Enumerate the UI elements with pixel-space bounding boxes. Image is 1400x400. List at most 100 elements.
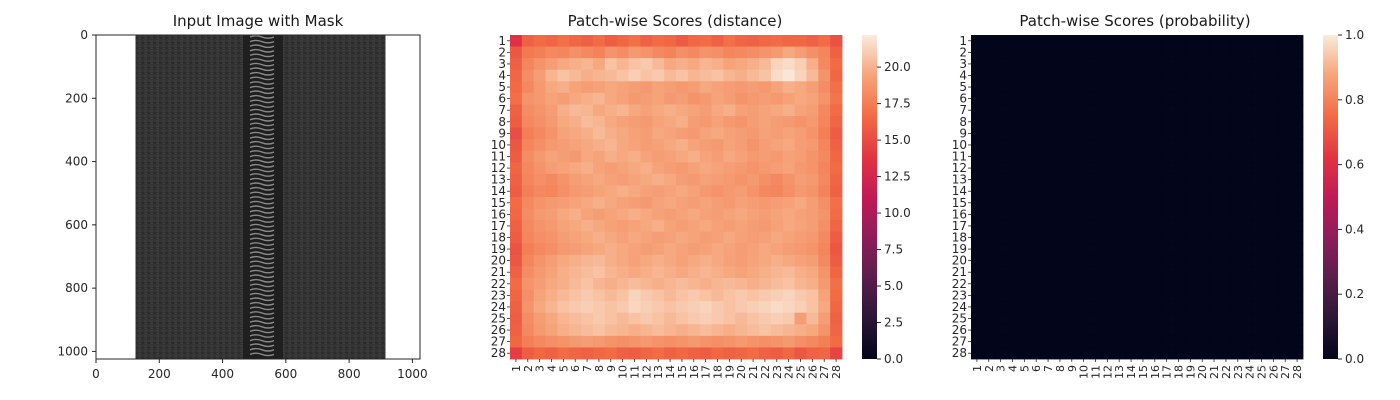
heatmap-cell [818,312,831,325]
heatmap-cell [640,278,653,290]
heatmap-cell [723,104,736,117]
heatmap-cell [1137,208,1150,221]
col-label: 17 [700,365,713,379]
heatmap-cell [794,335,807,348]
heatmap-cell [1030,35,1043,47]
heatmap-cell [1160,139,1173,152]
heatmap-cell [616,35,629,47]
heatmap-cell [652,220,665,233]
heatmap-cell [1243,116,1256,128]
heatmap-cell [1030,46,1043,59]
heatmap-cell [1231,220,1245,233]
heatmap-cell [699,104,712,117]
heatmap-cell [1160,116,1173,128]
heatmap-cell [1042,162,1055,175]
heatmap-cell [982,220,996,233]
heatmap-cell [521,197,535,209]
heatmap-cell [971,162,984,175]
heatmap-cell [1006,58,1019,71]
heatmap-cell [1054,162,1067,175]
heatmap-cell [759,58,772,71]
heatmap-cell [1279,197,1292,209]
heatmap-cell [806,92,819,105]
heatmap-cell [616,162,629,175]
heatmap-cell [782,162,795,175]
heatmap-cell [982,104,996,117]
heatmap-cell [971,266,984,279]
heatmap-cell [1113,266,1126,279]
heatmap-cell [1006,185,1019,198]
heatmap-cell [1279,254,1292,267]
heatmap-cell [545,150,558,163]
heatmap-cell [735,127,748,140]
heatmap-cell [616,150,629,163]
heatmap-cell [640,197,653,209]
heatmap-cell [533,92,546,105]
heatmap-cell [806,150,819,163]
heatmap-cell [747,231,760,244]
heatmap-cell [971,69,984,82]
heatmap-cell [1042,301,1055,314]
heatmap-cell [1030,127,1043,140]
heatmap-cell [770,324,784,337]
heatmap-cell [806,335,819,348]
col-label: 8 [1054,365,1067,372]
heatmap-cell [1101,301,1114,314]
heatmap-cell [747,162,760,175]
heatmap-cell [1208,139,1221,152]
row-label: 20 [491,254,506,268]
heatmap-cell [747,347,760,360]
heatmap-cell [1077,69,1090,82]
probability-colorbar [1323,35,1338,359]
heatmap-cell [1208,127,1221,140]
heatmap-cell [676,197,689,209]
heatmap-cell [557,243,570,256]
heatmap-cell [1125,58,1138,71]
heatmap-cell [723,208,736,221]
heatmap-cell [830,69,843,82]
heatmap-cell [1291,301,1304,314]
heatmap-cell [1101,243,1114,256]
heatmap-cell [830,220,843,233]
heatmap-cell [806,324,819,337]
heatmap-cell [1231,347,1245,360]
heatmap-cell [1101,289,1114,302]
heatmap-cell [1125,173,1138,186]
heatmap-cell [782,278,795,290]
col-label: 10 [617,365,630,379]
heatmap-cell [1279,347,1292,360]
heatmap-cell [830,173,843,186]
zipper-tooth [249,219,275,223]
heatmap-cell [994,220,1007,233]
heatmap-cell [994,335,1007,348]
heatmap-cell [1018,104,1031,117]
heatmap-cell [735,347,748,360]
heatmap-cell [1006,301,1019,314]
heatmap-cell [723,92,736,105]
col-label: 6 [569,365,582,372]
heatmap-cell [806,301,819,314]
heatmap-cell [569,208,582,221]
heatmap-cell [1148,312,1162,325]
zipper-tooth [249,274,275,279]
heatmap-cell [640,254,653,267]
heatmap-cell [652,35,665,47]
heatmap-cell [782,197,795,209]
heatmap-cell [1042,243,1055,256]
heatmap-cell [1065,278,1079,290]
heatmap-cell [533,81,546,94]
heatmap-cell [1030,312,1043,325]
heatmap-cell [1255,81,1268,94]
col-label: 15 [676,365,689,379]
heatmap-cell [652,58,665,71]
heatmap-cell [1243,312,1256,325]
heatmap-cell [1125,231,1138,244]
heatmap-cell [1279,69,1292,82]
heatmap-cell [1054,116,1067,128]
heatmap-cell [1065,254,1079,267]
heatmap-cell [593,335,606,348]
heatmap-cell [994,289,1007,302]
heatmap-cell [1267,243,1280,256]
heatmap-cell [699,254,712,267]
